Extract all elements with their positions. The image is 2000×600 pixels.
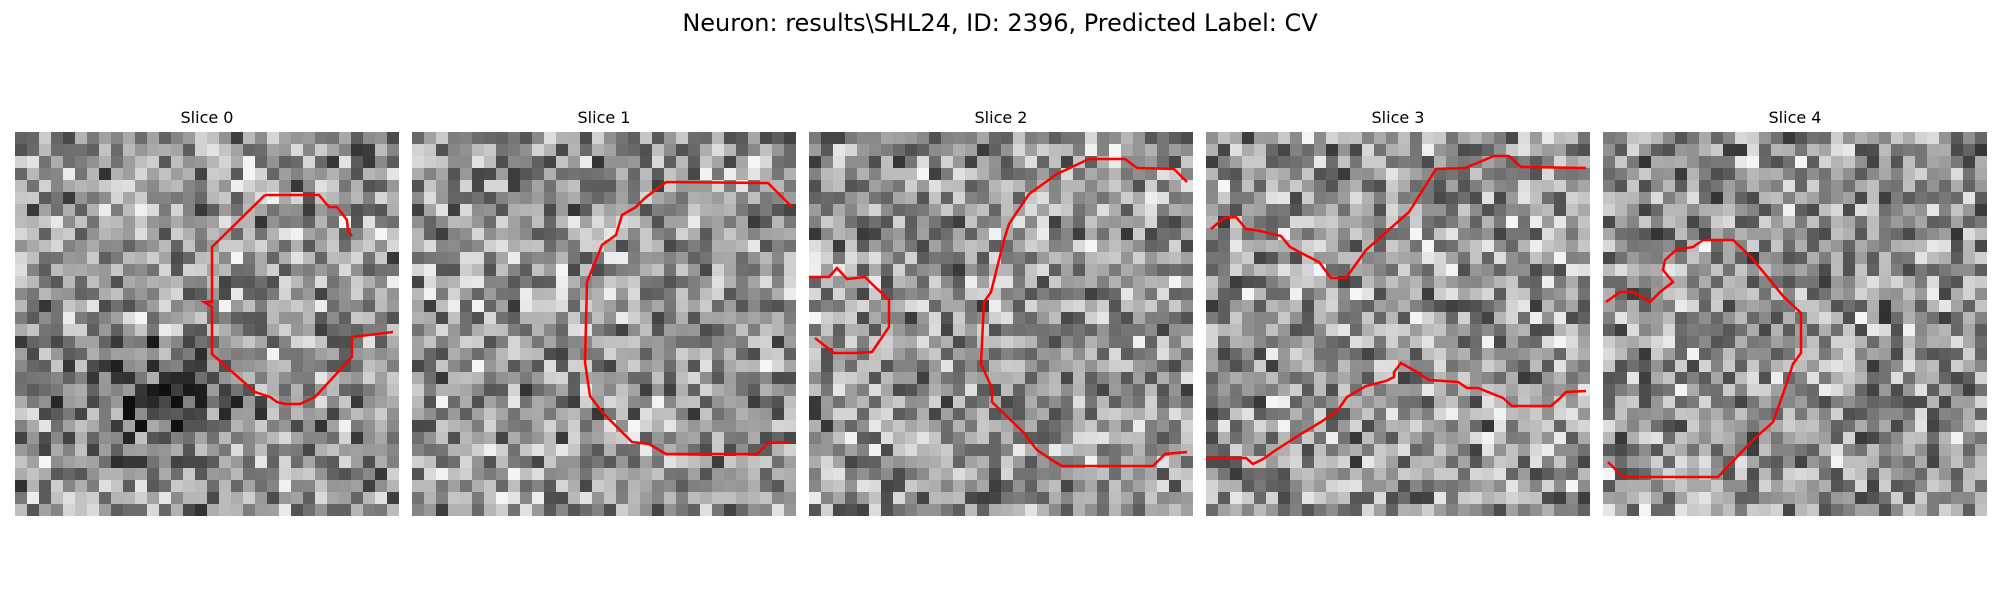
slice-image bbox=[412, 132, 796, 516]
slice-image bbox=[809, 132, 1193, 516]
contour-line bbox=[1210, 154, 1587, 280]
contour-line bbox=[1605, 238, 1803, 479]
figure-title: Neuron: results\SHL24, ID: 2396, Predict… bbox=[682, 9, 1318, 37]
slice-image bbox=[15, 132, 399, 516]
contour-line bbox=[979, 157, 1188, 468]
slice-title: Slice 4 bbox=[1768, 108, 1822, 127]
contour-line bbox=[199, 194, 394, 406]
contour-line bbox=[583, 180, 793, 456]
slice-image bbox=[1206, 132, 1590, 516]
slice-panel-2: Slice 2 bbox=[809, 107, 1193, 516]
slice-panel-3: Slice 3 bbox=[1206, 107, 1590, 516]
slice-title: Slice 1 bbox=[577, 108, 631, 127]
contour-line bbox=[265, 193, 353, 237]
contour-line bbox=[1206, 361, 1587, 466]
slice-title: Slice 0 bbox=[180, 108, 234, 127]
slice-panel-4: Slice 4 bbox=[1603, 107, 1987, 516]
contour-line bbox=[809, 266, 891, 355]
slice-panel-1: Slice 1 bbox=[412, 107, 796, 516]
slice-panel-0: Slice 0 bbox=[15, 107, 399, 516]
slice-image bbox=[1603, 132, 1987, 516]
slice-title: Slice 3 bbox=[1371, 108, 1425, 127]
slice-title: Slice 2 bbox=[974, 108, 1028, 127]
